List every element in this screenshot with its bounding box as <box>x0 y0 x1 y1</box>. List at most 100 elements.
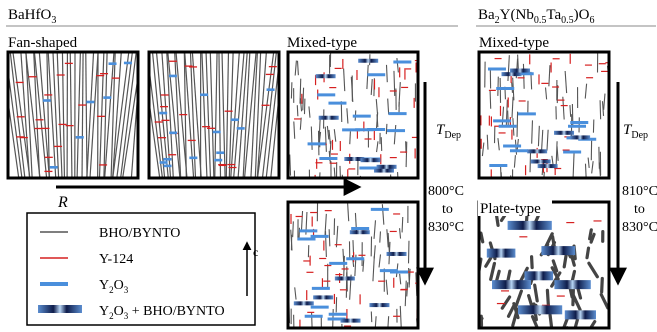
label-fan-shaped: Fan-shaped <box>8 35 78 51</box>
temp-right-2: to <box>634 202 645 217</box>
bho-nanorod <box>378 254 382 268</box>
composite-particle <box>501 72 522 77</box>
bho-nanorod <box>166 52 174 178</box>
bho-nanorod <box>326 125 330 140</box>
bho-nanorod <box>205 52 212 178</box>
bho-nanorod <box>209 52 215 178</box>
bho-nanorod <box>507 110 509 127</box>
composite-plate <box>507 220 552 230</box>
bho-nanorod <box>584 83 588 99</box>
bho-nanorod <box>585 246 591 260</box>
bho-nanorod <box>112 52 130 178</box>
bho-nanorod <box>548 65 551 87</box>
composite-particle <box>537 164 558 169</box>
bho-nanorod <box>256 52 267 178</box>
bho-nanorod <box>294 60 297 76</box>
bho-nanorod <box>497 138 500 151</box>
c-axis-label: c <box>253 245 258 259</box>
bho-nanorod <box>481 142 485 157</box>
bho-nanorod <box>189 52 197 178</box>
bho-nanorod <box>399 273 402 285</box>
bho-nanorod <box>513 155 516 168</box>
label-plate-type: Plate-type <box>480 201 541 217</box>
bho-nanorod <box>393 70 396 96</box>
bho-nanorod <box>86 52 95 178</box>
bho-nanorod <box>537 125 540 147</box>
bho-nanorod <box>374 316 377 328</box>
bho-nanorod <box>38 52 50 178</box>
bho-nanorod <box>242 52 251 178</box>
bho-nanorod <box>489 90 492 109</box>
composite-particle <box>293 301 314 306</box>
bho-nanorod <box>507 55 510 82</box>
bho-nanorod <box>296 60 299 76</box>
bho-nanorod <box>256 52 275 178</box>
bho-nanorod <box>522 63 525 89</box>
bho-nanorod <box>500 172 503 178</box>
bho-nanorod <box>387 98 390 115</box>
bho-nanorod <box>352 240 355 255</box>
bho-nanorod <box>104 52 115 178</box>
panel-content <box>479 207 609 328</box>
bho-nanorod <box>103 52 108 178</box>
composite-particle <box>344 156 365 161</box>
bho-nanorod <box>376 141 379 153</box>
bho-nanorod <box>381 204 385 225</box>
bho-nanorod <box>601 101 605 116</box>
panel-content <box>288 202 418 328</box>
bho-nanorod <box>20 52 31 178</box>
composite-particle <box>386 251 407 256</box>
legend-label-composite: Y2O3 + BHO/BYNTO <box>99 304 225 321</box>
bho-nanorod <box>571 294 582 312</box>
bho-nanorod <box>56 52 63 178</box>
bho-nanorod <box>486 134 489 150</box>
bho-nanorod <box>120 52 137 178</box>
bho-nanorod <box>366 64 369 90</box>
bho-nanorod <box>562 251 569 269</box>
bho-nanorod <box>214 52 218 178</box>
bho-nanorod <box>333 129 337 142</box>
bho-nanorod <box>373 220 377 239</box>
bho-nanorod <box>375 99 379 115</box>
bho-nanorod <box>201 52 208 178</box>
legend-label-y124: Y-124 <box>99 252 133 267</box>
bho-nanorod <box>375 112 379 132</box>
composite-particle <box>369 303 390 308</box>
composite-plate <box>554 280 591 290</box>
bho-nanorod <box>518 266 529 284</box>
panel-fan-shaped-high-rate <box>147 50 281 180</box>
composite-particle <box>315 74 336 79</box>
bho-nanorod <box>564 70 568 94</box>
bho-nanorod <box>98 52 105 178</box>
composite-plate <box>524 271 554 281</box>
tdep-right: TDep <box>623 122 648 141</box>
composite-particle <box>349 230 370 235</box>
bho-nanorod <box>233 52 245 178</box>
temp-right-3: 830°C <box>622 220 657 235</box>
bho-nanorod <box>385 123 388 135</box>
bho-nanorod <box>33 52 41 178</box>
bho-nanorod <box>52 52 60 178</box>
bho-nanorod <box>399 228 402 239</box>
bho-nanorod <box>544 87 548 100</box>
bho-nanorod <box>533 283 539 303</box>
panel-border <box>6 50 140 180</box>
panel-content <box>8 52 138 178</box>
bho-nanorod <box>270 89 279 178</box>
panel-border <box>147 50 281 180</box>
bho-nanorod <box>603 93 606 110</box>
bho-nanorod <box>299 117 302 130</box>
bho-nanorod <box>319 172 321 178</box>
bho-nanorod <box>308 106 311 118</box>
rate-label: R <box>57 194 68 211</box>
composite-particle <box>318 115 339 120</box>
composite-particle <box>358 58 379 63</box>
bho-nanorod <box>405 141 408 168</box>
temp-right-1: 810°C <box>622 184 657 199</box>
panel-plate-type <box>477 200 611 330</box>
plate-label-bg <box>478 198 552 216</box>
composite-particle <box>527 149 548 154</box>
bho-nanorod <box>289 154 292 176</box>
bho-nanorod <box>584 163 587 178</box>
bho-nanorod <box>385 64 388 83</box>
